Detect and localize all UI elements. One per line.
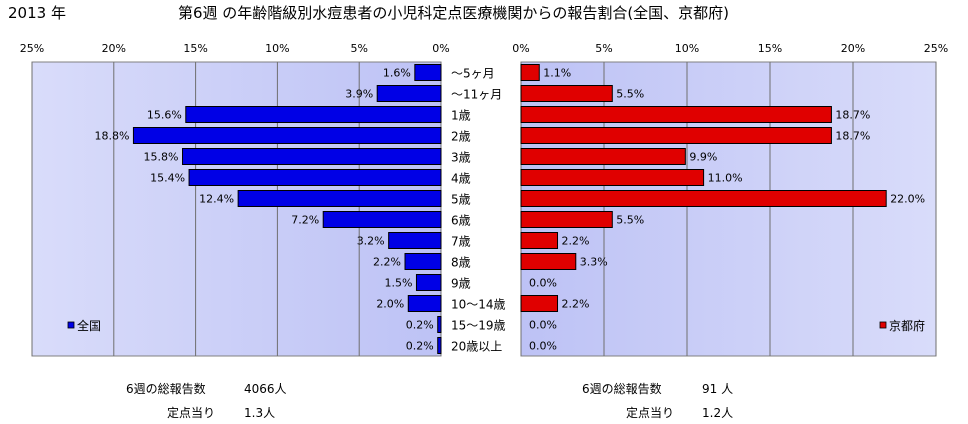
category-label: 2歳 [451, 130, 471, 144]
right-bar [520, 295, 559, 312]
left-bar [188, 169, 442, 186]
right-data-label: 5.5% [616, 88, 644, 101]
right-data-label: 1.1% [543, 67, 571, 80]
category-label: 9歳 [451, 277, 471, 291]
right-x-tick-label: 25% [924, 42, 948, 55]
right-data-label: 9.9% [689, 151, 717, 164]
left-bar [182, 148, 442, 165]
right-data-label: 2.2% [562, 298, 590, 311]
right-bar [520, 211, 613, 228]
right-bar [520, 190, 887, 207]
right-data-label: 2.2% [562, 235, 590, 248]
left-per-label: 定点当り [167, 406, 216, 420]
category-label: 5歳 [451, 193, 471, 207]
left-data-label: 15.8% [144, 151, 179, 164]
right-total-value: 91 人 [702, 382, 734, 396]
right-data-label: 11.0% [708, 172, 743, 185]
right-bar [520, 148, 686, 165]
left-bar [404, 253, 442, 270]
left-per-value: 1.3人 [244, 406, 276, 420]
right-x-tick-label: 0% [512, 42, 529, 55]
left-bar [437, 316, 442, 333]
legend-swatch-right [879, 321, 887, 329]
left-bar [376, 85, 442, 102]
left-x-tick-label: 20% [102, 42, 126, 55]
legend-label-right: 京都府 [889, 318, 925, 333]
left-x-tick-label: 10% [265, 42, 289, 55]
left-data-label: 3.2% [357, 235, 385, 248]
left-bar [437, 337, 442, 354]
left-data-label: 15.6% [147, 109, 182, 122]
chart-title: 第6週 の年齢階級別水痘患者の小児科定点医療機関からの報告割合(全国、京都府) [178, 4, 730, 22]
category-label: ～5ヶ月 [451, 67, 495, 81]
left-bar [415, 274, 442, 291]
category-label: 3歳 [451, 151, 471, 165]
right-data-label: 5.5% [616, 214, 644, 227]
left-data-label: 1.6% [383, 67, 411, 80]
left-total-label: 6週の総報告数 [126, 382, 206, 396]
left-bar [388, 232, 442, 249]
left-bar [185, 106, 442, 123]
legend-label-left: 全国 [77, 318, 101, 333]
legend-swatch-left [67, 321, 75, 329]
right-x-tick-label: 20% [841, 42, 865, 55]
left-bar [322, 211, 442, 228]
category-label: 8歳 [451, 256, 471, 270]
left-data-label: 0.2% [406, 319, 434, 332]
left-x-tick-label: 0% [432, 42, 449, 55]
left-data-label: 7.2% [291, 214, 319, 227]
left-data-label: 12.4% [199, 193, 234, 206]
right-data-label: 18.7% [835, 109, 870, 122]
right-data-label: 0.0% [529, 340, 557, 353]
category-label: 4歳 [451, 172, 471, 186]
year-label: 2013 年 [8, 4, 66, 22]
left-bar [407, 295, 442, 312]
right-bar [520, 253, 577, 270]
right-data-label: 3.3% [580, 256, 608, 269]
left-data-label: 2.2% [373, 256, 401, 269]
category-label: 10～14歳 [451, 298, 506, 312]
category-label: 7歳 [451, 235, 471, 249]
right-bar [520, 169, 705, 186]
left-data-label: 0.2% [406, 340, 434, 353]
right-total-label: 6週の総報告数 [582, 382, 662, 396]
left-x-tick-label: 25% [20, 42, 44, 55]
right-bar [520, 106, 832, 123]
left-data-label: 18.8% [94, 130, 129, 143]
right-x-tick-label: 10% [675, 42, 699, 55]
left-data-label: 2.0% [376, 298, 404, 311]
right-x-tick-label: 15% [758, 42, 782, 55]
category-label: 1歳 [451, 109, 471, 123]
right-data-label: 0.0% [529, 319, 557, 332]
right-bar [520, 232, 559, 249]
left-x-tick-label: 15% [183, 42, 207, 55]
left-data-label: 1.5% [385, 277, 413, 290]
right-bar [520, 64, 540, 81]
left-x-tick-label: 5% [350, 42, 367, 55]
right-per-label: 定点当り [626, 406, 675, 420]
right-x-tick-label: 5% [595, 42, 612, 55]
category-label: 15～19歳 [451, 319, 506, 333]
left-data-label: 3.9% [345, 88, 373, 101]
left-bar [132, 127, 442, 144]
left-data-label: 15.4% [150, 172, 185, 185]
category-label: 20歳以上 [451, 340, 502, 354]
right-data-label: 18.7% [835, 130, 870, 143]
category-label: ～11ヶ月 [451, 88, 502, 102]
left-bar [237, 190, 442, 207]
left-bar [414, 64, 442, 81]
right-bar [520, 127, 832, 144]
right-per-value: 1.2人 [702, 406, 734, 420]
right-data-label: 22.0% [890, 193, 925, 206]
category-label: 6歳 [451, 214, 471, 228]
left-total-value: 4066人 [244, 382, 287, 396]
right-bar [520, 85, 613, 102]
right-data-label: 0.0% [529, 277, 557, 290]
